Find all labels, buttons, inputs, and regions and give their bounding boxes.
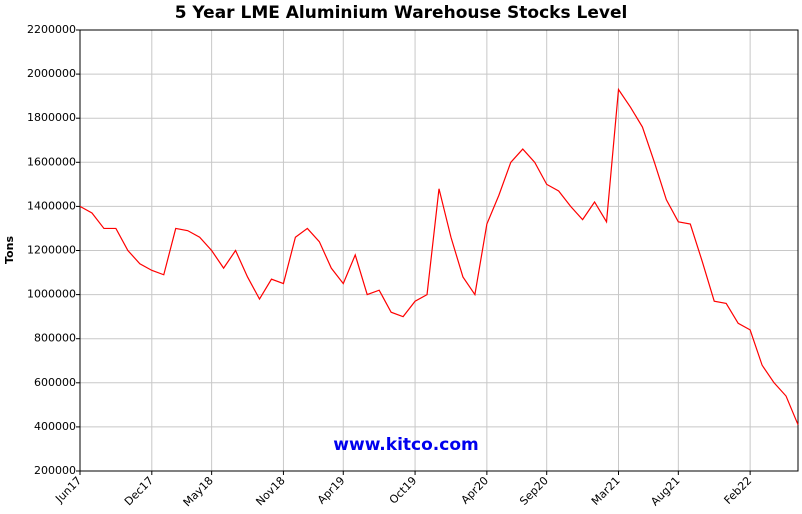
x-tick-label: Sep20 (517, 474, 551, 508)
y-tick-label: 400000 (34, 420, 76, 433)
y-tick-label: 600000 (34, 376, 76, 389)
watermark: www.kitco.com (333, 435, 478, 455)
x-tick-label: Apr19 (315, 474, 348, 507)
x-tick-label: Oct19 (387, 474, 420, 507)
data-line (79, 87, 799, 425)
y-tick-label: 2000000 (27, 67, 76, 80)
x-tick-label: Jun17 (52, 474, 84, 506)
chart-title: 5 Year LME Aluminium Warehouse Stocks Le… (175, 3, 628, 23)
x-tick-label: Feb22 (722, 474, 755, 507)
x-tick-label: Dec17 (122, 474, 156, 508)
y-tick-label: 200000 (34, 464, 76, 477)
y-tick-label: 1400000 (27, 199, 76, 212)
x-tick-label: Mar21 (589, 474, 623, 508)
plot-frame (79, 29, 799, 472)
y-tick-label: 1800000 (27, 111, 76, 124)
y-tick-label: 2200000 (27, 23, 76, 36)
y-tick-label: 1600000 (27, 155, 76, 168)
y-tick-label: 1200000 (27, 244, 76, 257)
x-tick-label: Nov18 (253, 474, 287, 508)
x-tick-label: Apr20 (459, 474, 492, 507)
y-tick-label: 1000000 (27, 288, 76, 301)
x-tick-label: Aug21 (648, 474, 682, 508)
y-axis-label: Tons (3, 236, 16, 264)
x-tick-label: May18 (181, 474, 216, 509)
y-tick-label: 800000 (34, 332, 76, 345)
